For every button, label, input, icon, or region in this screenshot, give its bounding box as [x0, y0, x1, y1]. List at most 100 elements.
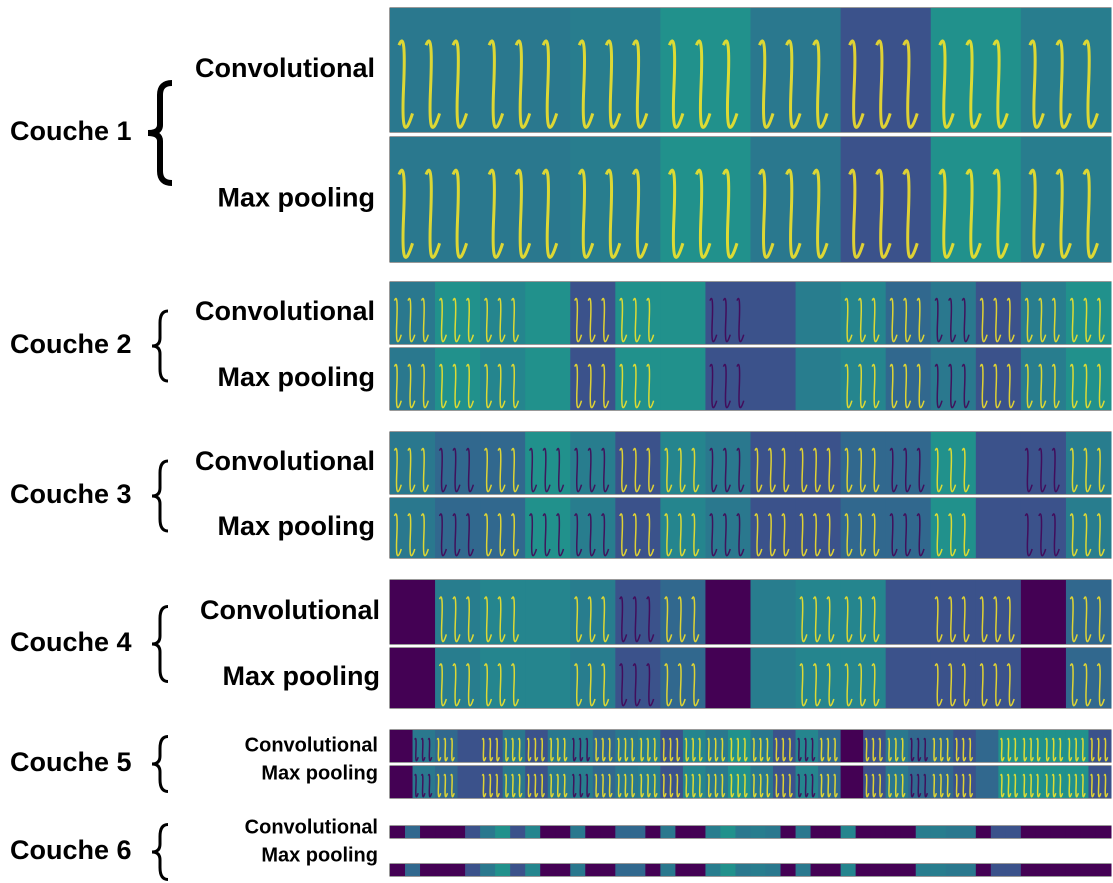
- feature-map: [916, 826, 932, 838]
- feature-map: [720, 864, 736, 876]
- feature-map: [976, 826, 992, 838]
- feature-map: [871, 864, 887, 876]
- feature-strip: [390, 8, 1112, 132]
- feature-strip: [390, 282, 1112, 344]
- feature-map: [585, 864, 601, 876]
- feature-map: [886, 864, 902, 876]
- feature-strip: [390, 137, 1112, 262]
- feature-map: [450, 826, 466, 838]
- feature-map: [946, 864, 962, 876]
- feature-map: [796, 864, 812, 876]
- feature-strip: [390, 498, 1112, 558]
- feature-map: [841, 766, 864, 798]
- feature-map: [766, 826, 782, 838]
- feature-map: [660, 826, 676, 838]
- feature-map: [1096, 826, 1112, 838]
- feature-map: [1021, 864, 1037, 876]
- feature-map: [1006, 864, 1022, 876]
- feature-map: [1036, 826, 1052, 838]
- feature-strip: [390, 730, 1112, 762]
- feature-map: [480, 826, 496, 838]
- feature-map: [435, 864, 451, 876]
- feature-strip: [390, 648, 1112, 708]
- feature-map: [751, 648, 797, 708]
- row-label: Max pooling: [218, 511, 376, 541]
- feature-map: [390, 730, 413, 762]
- feature-map: [420, 864, 436, 876]
- row-label: Convolutional: [200, 595, 380, 625]
- row-label: Max pooling: [261, 762, 378, 784]
- feature-map: [525, 648, 571, 708]
- row-label: Convolutional: [195, 296, 375, 326]
- feature-map: [991, 826, 1007, 838]
- feature-map-figure: Couche 1 Convolutional Max pooling Couche 2…: [0, 0, 1113, 883]
- feature-map: [720, 826, 736, 838]
- feature-map: [901, 826, 917, 838]
- feature-map: [841, 730, 864, 762]
- feature-map: [390, 766, 413, 798]
- feature-map: [615, 864, 631, 876]
- feature-map: [510, 864, 526, 876]
- feature-map: [645, 864, 661, 876]
- feature-map: [615, 826, 631, 838]
- feature-map: [796, 348, 842, 410]
- feature-map: [390, 648, 436, 708]
- feature-map: [751, 348, 797, 410]
- feature-map: [390, 864, 406, 876]
- row-label: Max pooling: [218, 362, 376, 392]
- feature-map: [931, 826, 947, 838]
- feature-map: [1036, 864, 1052, 876]
- feature-map: [1066, 826, 1082, 838]
- row-label: Convolutional: [195, 53, 375, 83]
- feature-map: [931, 864, 947, 876]
- feature-map: [540, 864, 556, 876]
- feature-map: [886, 580, 932, 644]
- feature-map: [826, 826, 842, 838]
- feature-map: [1081, 826, 1097, 838]
- feature-map: [856, 826, 872, 838]
- feature-map: [390, 826, 406, 838]
- brace: [152, 461, 168, 531]
- row-label: Max pooling: [223, 661, 381, 691]
- feature-map: [841, 864, 857, 876]
- feature-map: [450, 864, 466, 876]
- brace: [152, 825, 168, 880]
- feature-map: [675, 864, 691, 876]
- feature-map: [660, 348, 706, 410]
- feature-map: [766, 864, 782, 876]
- feature-map: [690, 864, 706, 876]
- feature-map: [751, 826, 767, 838]
- feature-strip: [390, 826, 1112, 838]
- feature-map: [555, 864, 571, 876]
- feature-map: [976, 864, 992, 876]
- feature-map: [735, 826, 751, 838]
- feature-map: [585, 826, 601, 838]
- feature-map: [540, 826, 556, 838]
- feature-strip: [390, 766, 1112, 798]
- feature-map: [705, 648, 751, 708]
- feature-map: [1081, 864, 1097, 876]
- feature-map: [886, 826, 902, 838]
- feature-map: [570, 826, 586, 838]
- feature-map: [871, 826, 887, 838]
- layer-label: Couche 1: [10, 116, 132, 146]
- feature-map: [525, 864, 541, 876]
- feature-map: [630, 826, 646, 838]
- feature-map: [405, 826, 421, 838]
- feature-map: [555, 826, 571, 838]
- feature-map: [751, 282, 797, 344]
- feature-map: [991, 864, 1007, 876]
- feature-map: [495, 864, 511, 876]
- feature-map: [901, 864, 917, 876]
- feature-map: [390, 580, 436, 644]
- feature-map: [465, 826, 481, 838]
- feature-map: [841, 826, 857, 838]
- feature-map: [525, 348, 571, 410]
- layer-label: Couche 2: [10, 329, 132, 359]
- feature-map: [510, 826, 526, 838]
- feature-map: [465, 864, 481, 876]
- feature-map: [811, 826, 827, 838]
- feature-map: [405, 864, 421, 876]
- feature-map: [495, 826, 511, 838]
- row-label: Convolutional: [245, 816, 378, 838]
